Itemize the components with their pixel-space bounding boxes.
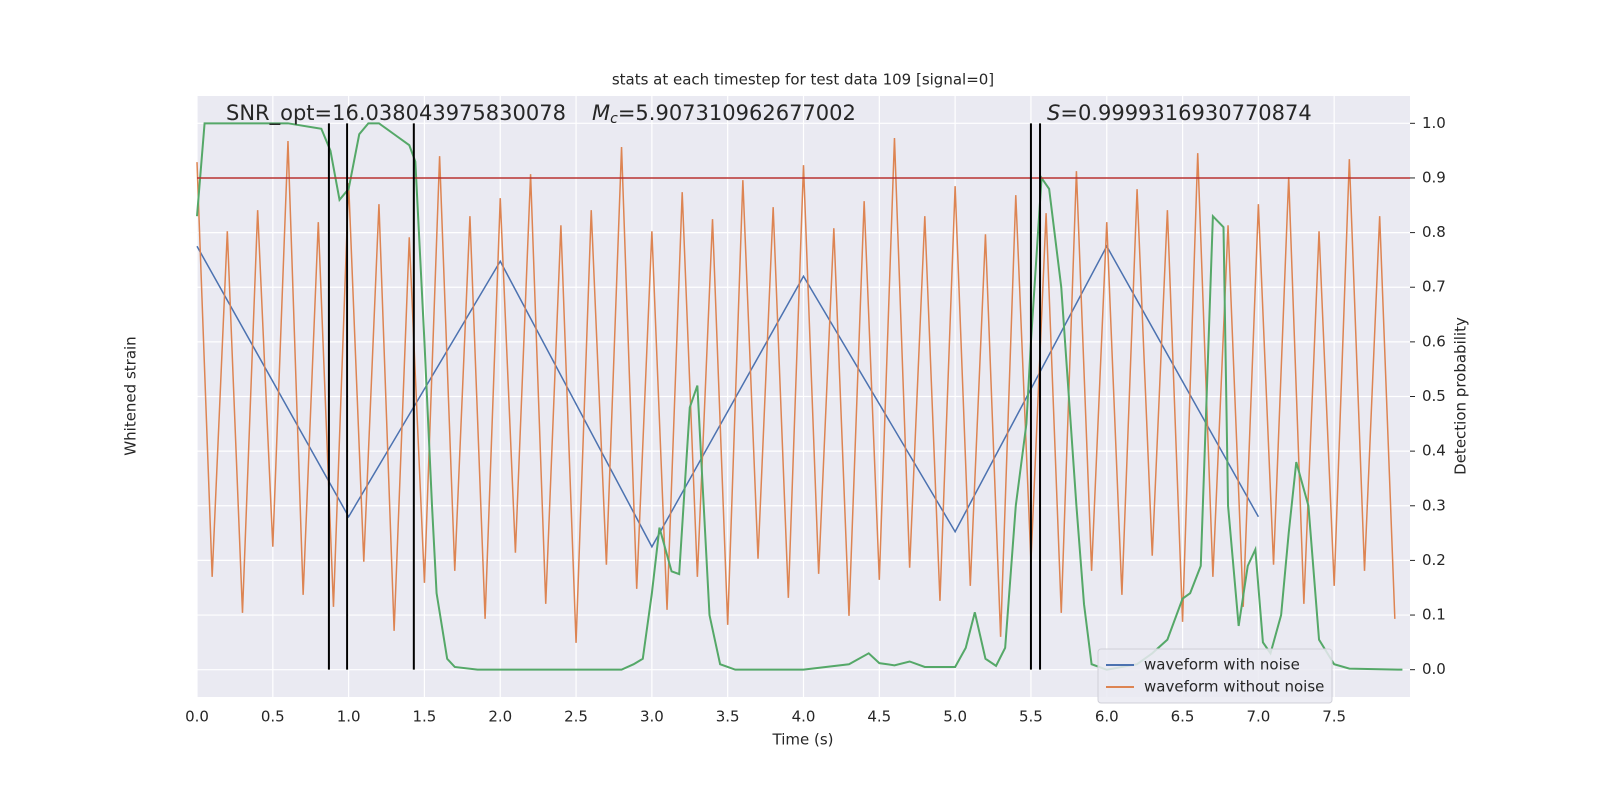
annotation-symbol: S <box>1047 101 1060 125</box>
legend-label: waveform with noise <box>1144 656 1300 674</box>
x-tick-label: 6.5 <box>1171 708 1195 726</box>
legend-box <box>1097 648 1333 704</box>
y-axis-label: Whitened strain <box>122 336 140 455</box>
y2-tick-label: 0.2 <box>1422 551 1446 569</box>
series-line <box>196 138 1396 643</box>
y2-tick-label: 0.1 <box>1422 606 1446 624</box>
x-axis-label: Time (s) <box>772 731 834 749</box>
x-tick-label: 2.0 <box>488 708 512 726</box>
y2-tick-label: 0.9 <box>1422 168 1446 186</box>
annotation: Mc=5.907310962677002 <box>592 101 856 127</box>
x-tick-label: 0.0 <box>185 708 209 726</box>
annotation-subscript: c <box>610 111 618 127</box>
x-tick-label: 0.5 <box>261 708 285 726</box>
annotation-text: =5.907310962677002 <box>618 101 856 125</box>
y2-tick-label: 0.4 <box>1422 442 1446 460</box>
annotation-symbol: M <box>592 101 610 125</box>
y2-tick-label: 0.5 <box>1422 387 1446 405</box>
x-tick-label: 4.5 <box>867 708 891 726</box>
y2-tick-label: 0.7 <box>1422 278 1446 296</box>
x-tick-label: 3.5 <box>716 708 740 726</box>
y2-tick-label: 0.8 <box>1422 223 1446 241</box>
x-tick-label: 3.0 <box>640 708 664 726</box>
y2-tick-label: 0.0 <box>1422 660 1446 678</box>
x-tick-label: 7.0 <box>1246 708 1270 726</box>
x-tick-label: 5.0 <box>943 708 967 726</box>
x-tick-label: 2.5 <box>564 708 588 726</box>
y2-axis-label: Detection probability <box>1452 317 1470 475</box>
x-tick-label: 5.5 <box>1019 708 1043 726</box>
annotation: SNR_opt=16.038043975830078 <box>226 101 566 126</box>
y2-tick-label: 0.6 <box>1422 332 1446 350</box>
annotation: S=0.9999316930770874 <box>1047 101 1312 125</box>
y2-tick-label: 0.3 <box>1422 496 1446 514</box>
x-tick-label: 1.0 <box>337 708 361 726</box>
x-tick-label: 1.5 <box>413 708 437 726</box>
x-tick-label: 4.0 <box>792 708 816 726</box>
y2-tick-label: 1.0 <box>1422 114 1446 132</box>
annotation-text: SNR_opt=16.038043975830078 <box>226 101 566 126</box>
legend-label: waveform without noise <box>1144 678 1324 696</box>
x-tick-label: 6.0 <box>1095 708 1119 726</box>
series-line <box>196 122 1403 671</box>
chart-title: stats at each timestep for test data 109… <box>612 71 994 89</box>
annotation-text: =0.9999316930770874 <box>1060 101 1311 125</box>
x-tick-label: 7.5 <box>1322 708 1346 726</box>
